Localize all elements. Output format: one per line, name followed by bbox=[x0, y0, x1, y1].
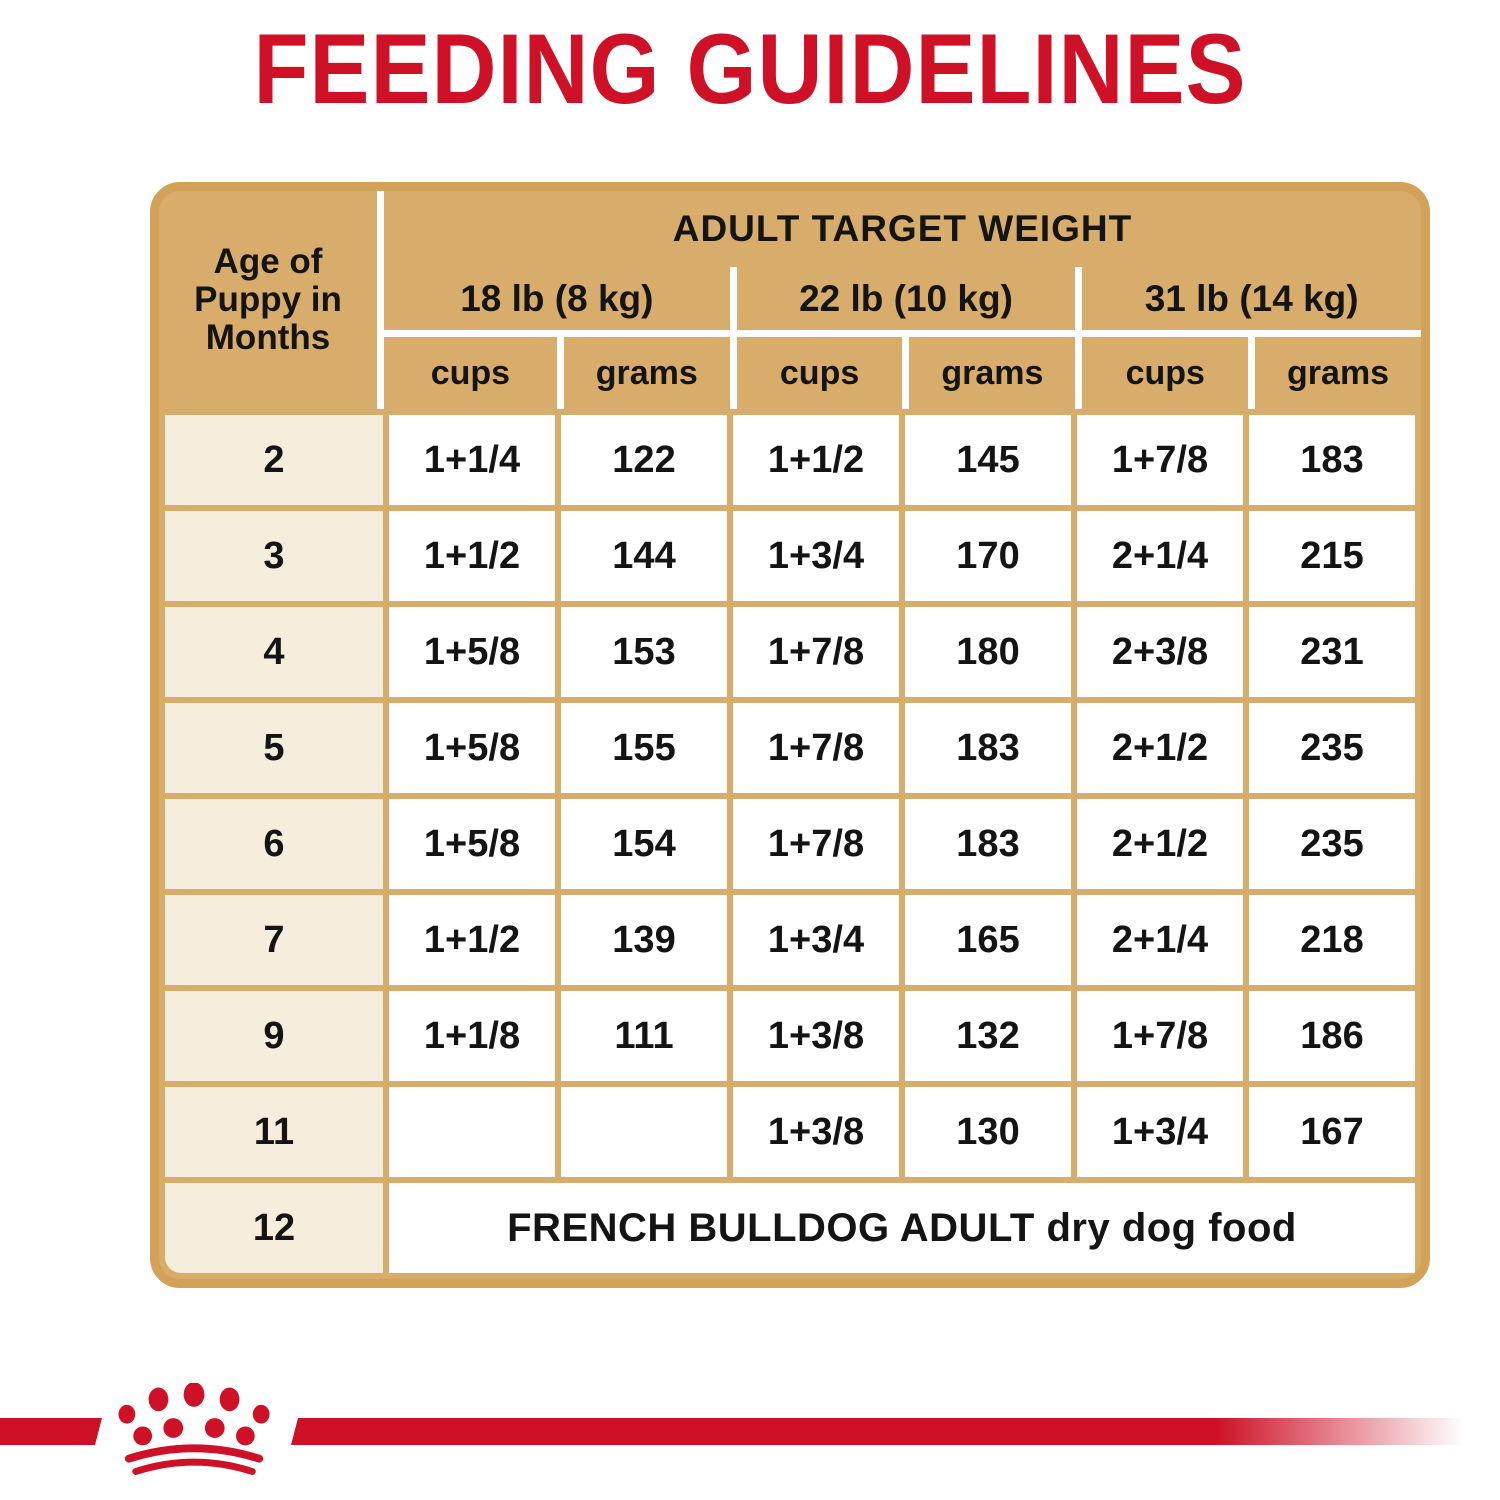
page-title: FEEDING GUIDELINES bbox=[253, 15, 1247, 126]
age-cell: 11 bbox=[165, 1087, 383, 1177]
age-cell: 4 bbox=[165, 607, 383, 697]
age-cell: 6 bbox=[165, 799, 383, 889]
value-cell: 170 bbox=[905, 511, 1071, 601]
value-cell: 1+1/4 bbox=[389, 415, 555, 505]
value-cell: 111 bbox=[561, 991, 727, 1081]
value-cell: 183 bbox=[905, 703, 1071, 793]
value-cell: 144 bbox=[561, 511, 727, 601]
value-cell: 231 bbox=[1249, 607, 1415, 697]
age-cell: 7 bbox=[165, 895, 383, 985]
target-weight-header-group: ADULT TARGET WEIGHT 18 lb (8 kg) 22 lb (… bbox=[377, 191, 1421, 409]
value-cell: 218 bbox=[1249, 895, 1415, 985]
value-cell: 2+1/2 bbox=[1077, 799, 1243, 889]
value-cell: 1+3/8 bbox=[733, 1087, 899, 1177]
value-cell: 153 bbox=[561, 607, 727, 697]
weight-header-22lb: 22 lb (10 kg) bbox=[729, 267, 1076, 330]
feeding-guidelines-table: Age of Puppy in Months ADULT TARGET WEIG… bbox=[150, 182, 1430, 1288]
value-cell: 2+1/4 bbox=[1077, 895, 1243, 985]
value-cell: 183 bbox=[1249, 415, 1415, 505]
value-cell: 1+7/8 bbox=[733, 799, 899, 889]
value-cell: 1+1/2 bbox=[389, 895, 555, 985]
value-cell: 215 bbox=[1249, 511, 1415, 601]
table-header: Age of Puppy in Months ADULT TARGET WEIG… bbox=[159, 191, 1421, 409]
value-cell: 235 bbox=[1249, 799, 1415, 889]
value-cell: 1+5/8 bbox=[389, 703, 555, 793]
value-cell: 1+3/4 bbox=[1077, 1087, 1243, 1177]
value-cell: 1+7/8 bbox=[733, 703, 899, 793]
value-cell: 139 bbox=[561, 895, 727, 985]
units-row: cups grams cups grams cups grams bbox=[384, 330, 1421, 409]
value-cell: 2+1/2 bbox=[1077, 703, 1243, 793]
table-body: 2 1+1/4 122 1+1/2 145 1+7/8 183 3 1+1/2 … bbox=[159, 409, 1421, 1279]
red-bar-right bbox=[291, 1418, 1476, 1445]
value-cell: 132 bbox=[905, 991, 1071, 1081]
value-cell: 1+1/2 bbox=[733, 415, 899, 505]
unit-header-grams: grams bbox=[556, 337, 730, 409]
weight-group-row: 18 lb (8 kg) 22 lb (10 kg) 31 lb (14 kg) bbox=[384, 267, 1421, 330]
value-cell: 1+1/8 bbox=[389, 991, 555, 1081]
age-cell: 12 bbox=[165, 1183, 383, 1273]
value-cell: 183 bbox=[905, 799, 1071, 889]
value-cell: 1+5/8 bbox=[389, 799, 555, 889]
royal-canin-crown-icon bbox=[118, 1383, 270, 1475]
unit-header-grams: grams bbox=[1248, 337, 1421, 409]
age-cell: 9 bbox=[165, 991, 383, 1081]
adult-target-weight-header: ADULT TARGET WEIGHT bbox=[672, 208, 1133, 249]
age-cell: 5 bbox=[165, 703, 383, 793]
age-cell: 2 bbox=[165, 415, 383, 505]
value-cell: 235 bbox=[1249, 703, 1415, 793]
value-cell: 2+1/4 bbox=[1077, 511, 1243, 601]
value-cell: 1+7/8 bbox=[733, 607, 899, 697]
value-cell: 2+3/8 bbox=[1077, 607, 1243, 697]
value-cell: 154 bbox=[561, 799, 727, 889]
value-cell bbox=[389, 1087, 555, 1177]
value-cell: 1+3/4 bbox=[733, 511, 899, 601]
weight-header-31lb: 31 lb (14 kg) bbox=[1075, 267, 1421, 330]
age-cell: 3 bbox=[165, 511, 383, 601]
value-cell: 1+3/8 bbox=[733, 991, 899, 1081]
value-cell: 1+1/2 bbox=[389, 511, 555, 601]
footer-band bbox=[0, 1418, 1500, 1445]
value-cell: 186 bbox=[1249, 991, 1415, 1081]
value-cell: 1+7/8 bbox=[1077, 991, 1243, 1081]
value-cell: 180 bbox=[905, 607, 1071, 697]
product-name-cell: FRENCH BULLDOG ADULT dry dog food bbox=[389, 1183, 1415, 1273]
red-bar-left bbox=[0, 1418, 102, 1445]
value-cell: 130 bbox=[905, 1087, 1071, 1177]
value-cell: 155 bbox=[561, 703, 727, 793]
unit-header-grams: grams bbox=[902, 337, 1075, 409]
value-cell: 1+7/8 bbox=[1077, 415, 1243, 505]
value-cell: 122 bbox=[561, 415, 727, 505]
value-cell bbox=[561, 1087, 727, 1177]
value-cell: 1+5/8 bbox=[389, 607, 555, 697]
value-cell: 167 bbox=[1249, 1087, 1415, 1177]
unit-header-cups: cups bbox=[1075, 337, 1248, 409]
age-column-header: Age of Puppy in Months bbox=[194, 242, 342, 357]
value-cell: 165 bbox=[905, 895, 1071, 985]
value-cell: 1+3/4 bbox=[733, 895, 899, 985]
weight-header-18lb: 18 lb (8 kg) bbox=[460, 277, 654, 319]
unit-header-cups: cups bbox=[729, 337, 903, 409]
value-cell: 145 bbox=[905, 415, 1071, 505]
unit-header-cups: cups bbox=[430, 353, 511, 392]
